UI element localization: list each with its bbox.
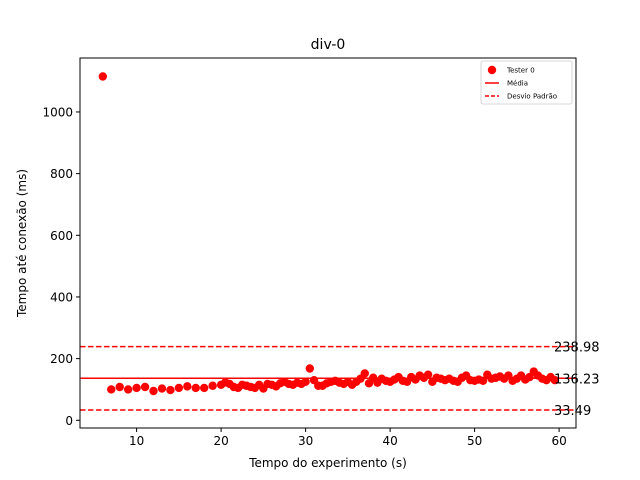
data-point [191, 383, 200, 393]
std-lower-label: 33.49 [554, 404, 591, 419]
data-point [107, 385, 116, 394]
std-upper-label: 238.98 [554, 341, 600, 356]
legend-box [480, 60, 573, 105]
data-point [550, 376, 560, 385]
mean-label: 136.23 [554, 372, 600, 387]
x-tick-label: 50 [467, 434, 482, 448]
data-point [132, 383, 141, 393]
x-tick-label: 60 [551, 434, 566, 448]
legend-label-std: Desvio Padrão [507, 93, 557, 101]
y-tick-label: 1000 [42, 105, 73, 119]
data-point [423, 370, 433, 379]
data-point [478, 376, 488, 386]
data-point [200, 383, 209, 393]
data-point [157, 384, 167, 393]
data-point [123, 385, 133, 394]
data-point [149, 386, 158, 396]
data-point [174, 383, 184, 393]
legend-label-mean: Média [507, 80, 528, 88]
x-axis-label: Tempo do experimento (s) [248, 456, 407, 470]
plot-area [80, 72, 576, 411]
data-point [301, 377, 310, 386]
legend-marker-points [487, 65, 497, 75]
y-tick-label: 800 [50, 167, 73, 181]
data-point [166, 385, 175, 395]
data-point [98, 72, 108, 81]
legend: Tester 0 Média Desvio Padrão [480, 60, 573, 105]
y-tick-label: 600 [50, 229, 73, 243]
y-tick-label: 0 [65, 414, 73, 428]
chart-title: div-0 [311, 37, 346, 53]
data-point [208, 381, 217, 390]
x-tick-label: 20 [213, 434, 228, 448]
plot-frame [79, 57, 577, 429]
data-point [115, 382, 124, 392]
x-tick-label: 30 [298, 434, 313, 448]
y-tick-label: 400 [50, 290, 73, 304]
data-point [305, 364, 315, 373]
data-point [183, 382, 192, 391]
y-tick-label: 200 [50, 352, 73, 366]
x-tick-label: 10 [129, 434, 144, 448]
x-tick-label: 40 [382, 434, 397, 448]
y-axis-label: Tempo até conexão (ms) [15, 169, 29, 318]
data-point [140, 382, 150, 392]
legend-label-points: Tester 0 [506, 67, 535, 75]
data-point [360, 369, 369, 378]
